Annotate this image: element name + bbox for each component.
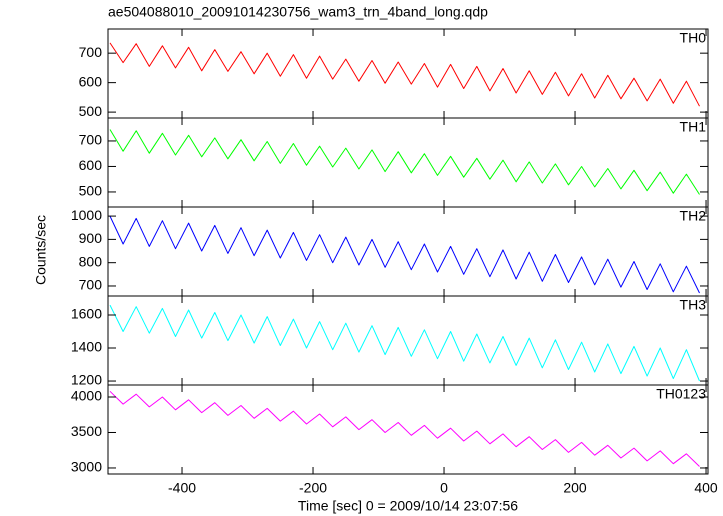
y-tick-label: 700 <box>79 44 103 60</box>
y-tick-label: 4000 <box>71 388 102 404</box>
y-tick-label: 3000 <box>71 459 102 475</box>
chart-title: ae504088010_20091014230756_wam3_trn_4ban… <box>108 4 488 20</box>
x-tick-label: 0 <box>440 480 448 496</box>
data-line <box>109 215 700 294</box>
data-line <box>109 42 700 107</box>
y-tick-label: 1200 <box>71 372 102 388</box>
x-tick-label: 200 <box>563 480 587 496</box>
y-tick-label: 700 <box>79 277 103 293</box>
x-axis-label: Time [sec] 0 = 2009/10/14 23:07:56 <box>298 498 518 514</box>
data-line <box>109 129 700 195</box>
panel-label: TH2 <box>680 208 707 224</box>
y-tick-label: 1600 <box>71 306 102 322</box>
data-line <box>109 304 700 382</box>
y-tick-label: 1400 <box>71 339 102 355</box>
y-tick-label: 3500 <box>71 423 102 439</box>
y-tick-label: 600 <box>79 73 103 89</box>
panel-label: TH3 <box>680 297 707 313</box>
y-tick-label: 600 <box>79 157 103 173</box>
data-line <box>109 390 700 467</box>
panel-label: TH0123 <box>656 386 706 402</box>
x-tick-label: -200 <box>299 480 327 496</box>
panel-frame <box>107 384 709 475</box>
x-tick-label: -400 <box>168 480 196 496</box>
y-tick-label: 500 <box>79 103 103 119</box>
y-axis-label: Counts/sec <box>33 215 49 285</box>
y-tick-label: 1000 <box>71 207 102 223</box>
y-tick-label: 500 <box>79 183 103 199</box>
panel-label: TH0 <box>680 30 707 46</box>
y-tick-label: 700 <box>79 132 103 148</box>
y-tick-label: 900 <box>79 230 103 246</box>
x-tick-label: 400 <box>694 480 718 496</box>
y-tick-label: 800 <box>79 253 103 269</box>
panel-label: TH1 <box>680 119 707 135</box>
